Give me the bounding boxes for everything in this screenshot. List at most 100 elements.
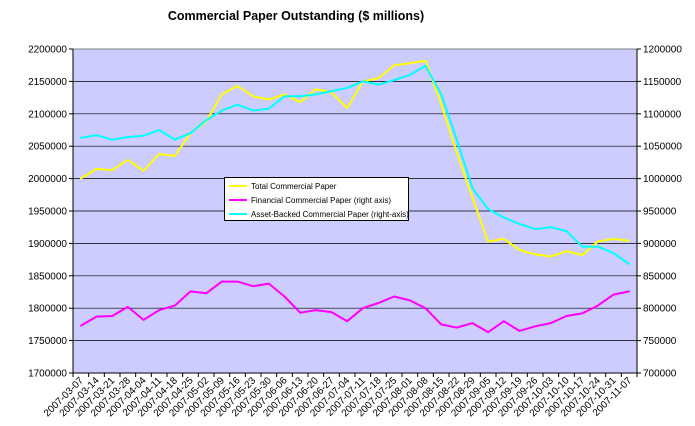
data-point (283, 93, 286, 96)
legend-label-asset-backed: Asset-Backed Commercial Paper (right-axi… (251, 209, 409, 219)
data-point (330, 90, 333, 92)
data-point (252, 285, 254, 287)
data-point (299, 101, 301, 103)
data-point (127, 306, 129, 308)
data-point (315, 309, 317, 311)
data-point (565, 230, 568, 232)
data-point (628, 290, 630, 293)
data-point (142, 135, 145, 137)
data-point (503, 238, 505, 240)
data-point (283, 95, 286, 98)
data-point (315, 93, 317, 96)
y-right-tick-label: 850000 (643, 271, 677, 282)
data-point (440, 323, 442, 326)
data-point (456, 151, 458, 154)
data-point (330, 311, 333, 313)
data-point (111, 138, 113, 141)
y-right-tick-label: 1000000 (643, 174, 682, 185)
data-point (221, 109, 223, 112)
data-point (597, 240, 599, 243)
series-line-2 (80, 64, 630, 265)
data-point (440, 103, 442, 105)
data-point (471, 197, 474, 199)
data-point (283, 295, 286, 298)
data-point (174, 155, 176, 157)
data-point (471, 187, 474, 190)
y-right-tick-label: 1050000 (643, 142, 682, 153)
data-point (377, 77, 380, 79)
data-point (518, 223, 521, 225)
data-point (565, 315, 568, 317)
data-point (393, 64, 395, 66)
data-point (315, 88, 317, 90)
data-point (487, 331, 489, 333)
data-point (362, 307, 364, 310)
data-point (518, 249, 521, 251)
data-point (95, 134, 98, 136)
y-right-tick-label: 800000 (643, 304, 677, 315)
data-point (362, 80, 364, 83)
legend-label-financial: Financial Commercial Paper (right axis) (251, 195, 392, 205)
data-point (409, 299, 411, 302)
data-point (628, 263, 630, 265)
data-point (456, 326, 458, 329)
data-point (346, 87, 348, 89)
data-point (268, 282, 270, 285)
data-point (550, 226, 552, 228)
series-line-1 (80, 280, 630, 334)
data-point (80, 177, 82, 180)
data-point (393, 295, 395, 298)
data-point (503, 216, 505, 219)
y-left-tick-label: 2150000 (28, 77, 67, 88)
data-point (487, 240, 489, 243)
data-point (142, 319, 145, 321)
data-point (346, 320, 348, 322)
data-point (127, 159, 129, 161)
legend-swatch-total (229, 185, 247, 187)
data-point (221, 93, 223, 96)
data-point (189, 132, 192, 135)
data-point (158, 153, 160, 155)
data-point (518, 330, 521, 332)
data-point (377, 83, 380, 86)
y-left-tick-label: 2200000 (28, 45, 67, 56)
y-right-tick-label: 1200000 (643, 45, 682, 56)
data-point (550, 322, 552, 324)
y-right-tick-label: 750000 (643, 336, 677, 347)
data-point (487, 208, 489, 210)
data-point (581, 245, 583, 248)
data-point (158, 309, 160, 311)
data-point (597, 245, 599, 248)
data-point (456, 138, 458, 141)
legend-item-total: Total Commercial Paper (229, 180, 336, 192)
y-right-tick-label: 900000 (643, 239, 677, 250)
data-point (534, 253, 536, 256)
legend-item-asset-backed: Asset-Backed Commercial Paper (right-axi… (229, 208, 409, 220)
data-point (409, 74, 411, 76)
data-point (581, 254, 583, 256)
y-left-tick-label: 1700000 (28, 369, 67, 380)
data-point (346, 107, 348, 109)
data-point (252, 95, 254, 98)
data-point (597, 304, 599, 307)
data-point (95, 168, 98, 170)
data-point (550, 255, 552, 258)
data-point (612, 238, 615, 240)
y-right-tick-label: 1100000 (643, 109, 682, 120)
data-point (424, 65, 427, 67)
data-point (189, 290, 192, 293)
legend-item-financial: Financial Commercial Paper (right axis) (229, 194, 391, 206)
series-line-0 (80, 59, 630, 258)
data-point (268, 98, 270, 101)
data-point (424, 307, 427, 310)
y-left-tick-label: 1850000 (28, 271, 67, 282)
data-point (581, 312, 583, 315)
data-point (534, 325, 536, 328)
data-point (142, 170, 145, 172)
data-point (299, 95, 301, 98)
data-point (236, 85, 239, 87)
data-point (471, 322, 474, 324)
data-point (299, 311, 301, 314)
data-point (268, 107, 270, 110)
legend-swatch-financial (229, 199, 247, 201)
